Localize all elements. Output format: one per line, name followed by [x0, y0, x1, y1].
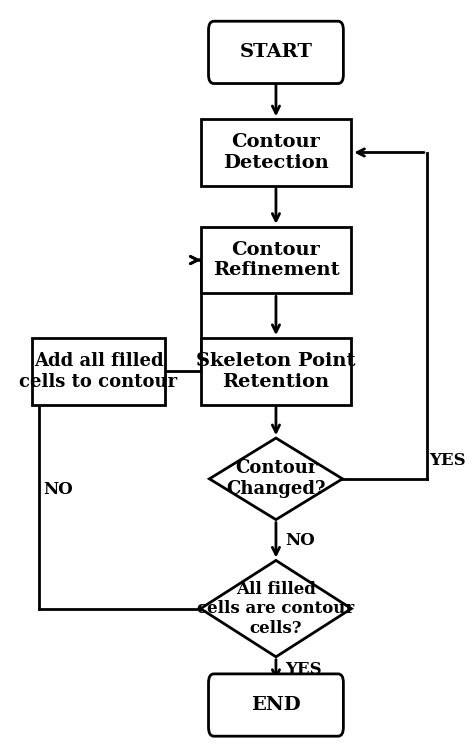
Bar [201, 119, 351, 186]
Polygon shape [210, 438, 343, 520]
Text: YES: YES [285, 662, 321, 678]
Text: NO: NO [285, 532, 315, 548]
Bar [32, 338, 165, 405]
Text: NO: NO [43, 482, 73, 499]
Bar [201, 338, 351, 405]
Bar [201, 226, 351, 293]
Polygon shape [201, 560, 351, 657]
Text: All filled
cells are contour
cells?: All filled cells are contour cells? [197, 580, 355, 637]
Text: Contour
Refinement: Contour Refinement [213, 241, 339, 280]
Text: END: END [251, 696, 301, 714]
Text: YES: YES [429, 452, 465, 469]
FancyBboxPatch shape [209, 674, 343, 736]
Text: Skeleton Point
Retention: Skeleton Point Retention [196, 352, 356, 391]
Text: START: START [239, 44, 312, 62]
Text: Contour
Detection: Contour Detection [223, 133, 329, 172]
Text: Add all filled
cells to contour: Add all filled cells to contour [19, 352, 178, 391]
FancyBboxPatch shape [209, 21, 343, 83]
Text: Contour
Changed?: Contour Changed? [226, 460, 326, 498]
